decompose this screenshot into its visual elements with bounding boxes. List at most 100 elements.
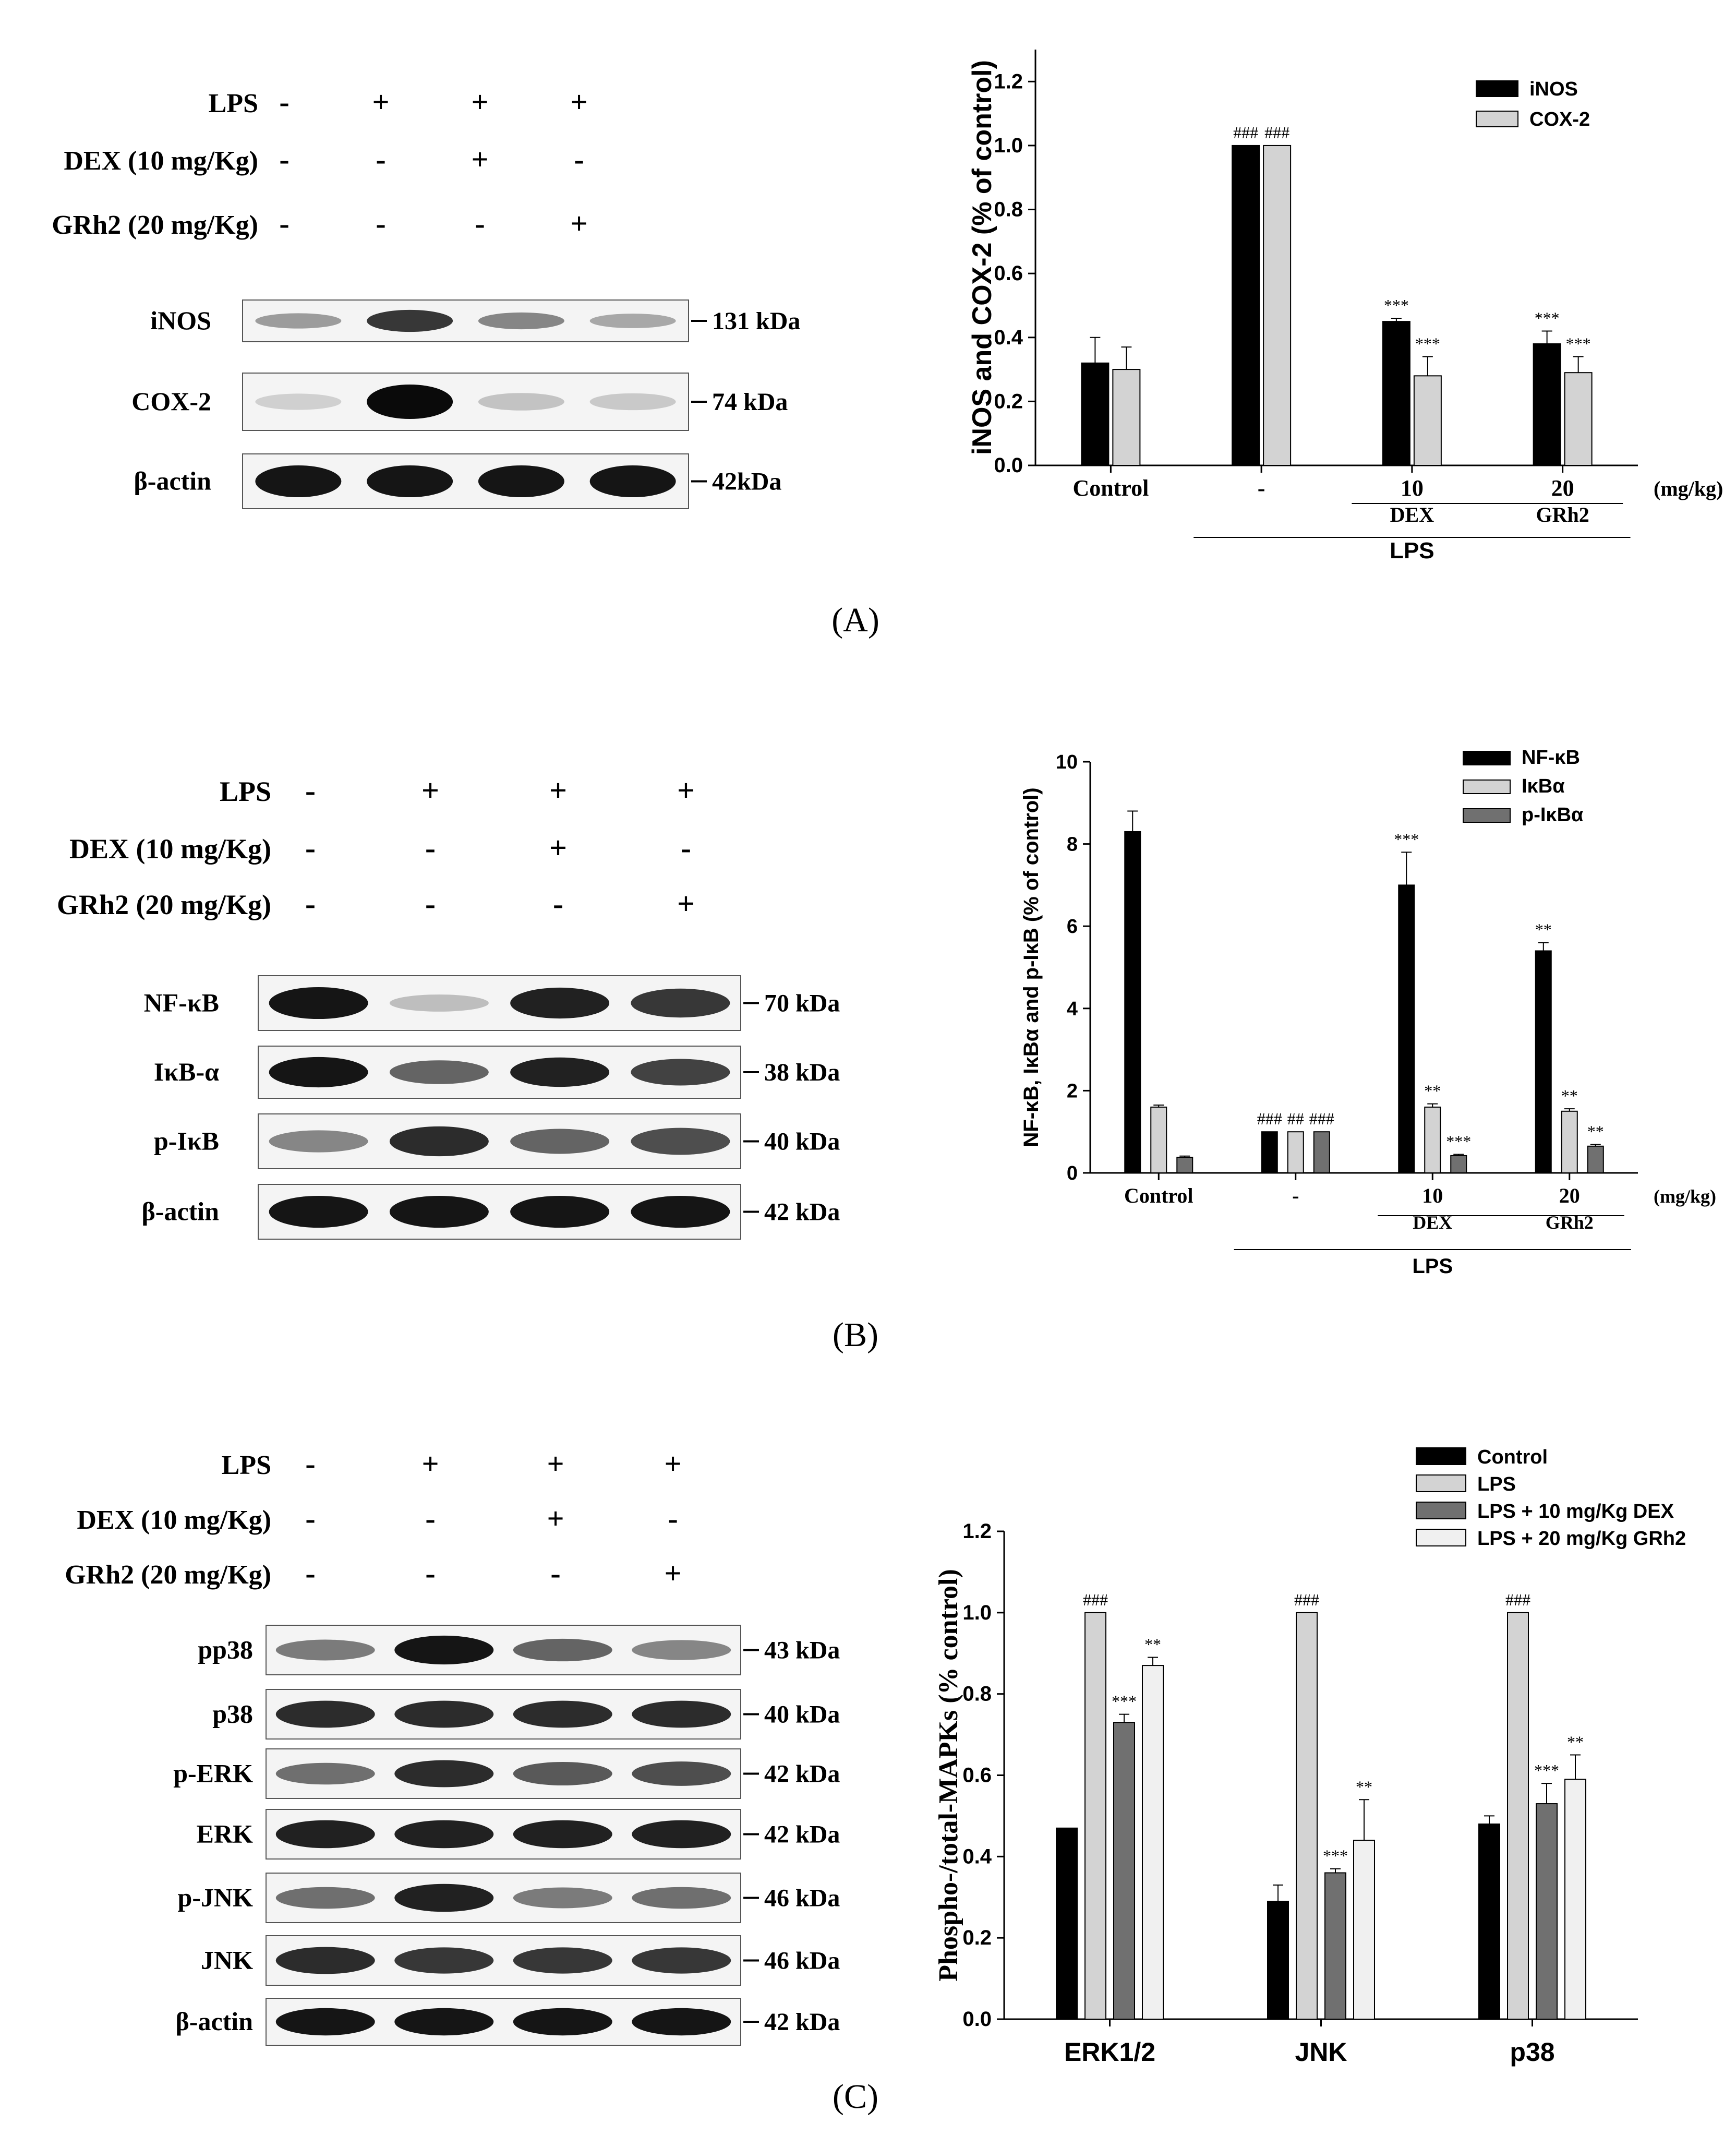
legend-swatch — [1416, 1529, 1466, 1546]
bar — [1353, 1840, 1375, 2020]
blot-band — [394, 1635, 494, 1665]
treatment-sign: - — [305, 886, 316, 921]
legend-label: LPS — [1477, 1473, 1516, 1495]
significance-mark: ** — [1144, 1635, 1161, 1654]
significance-mark: *** — [1566, 334, 1591, 353]
treatment-sign: - — [553, 886, 563, 921]
treatment-sign: - — [305, 1556, 315, 1590]
kda-label: 42 kDa — [764, 1198, 840, 1226]
blot-row: β-actin 42 kDa — [175, 1998, 840, 2046]
bar — [1261, 1131, 1278, 1173]
chart: 0 2 4 6 8 10 NF-κB, IκBα and p-IκB (% of contr… — [1020, 747, 1716, 1278]
protein-label: β-actin — [175, 2007, 253, 2036]
significance-mark: ** — [1424, 1082, 1441, 1100]
kda-label: 43 kDa — [764, 1637, 840, 1664]
treatment-label: DEX (10 mg/Kg) — [77, 1505, 271, 1535]
blot-band — [275, 1762, 375, 1785]
unit-label: (mg/kg) — [1654, 1186, 1716, 1207]
y-tick-label: 2 — [1067, 1080, 1078, 1102]
y-tick-label: 0.4 — [994, 326, 1023, 349]
blot-row: ERK 42 kDa — [197, 1809, 840, 1860]
legend-swatch — [1463, 779, 1511, 794]
blot-band — [510, 1057, 610, 1087]
legend-swatch — [1416, 1502, 1466, 1519]
bar — [1424, 1106, 1441, 1173]
blot-band — [269, 1195, 368, 1228]
bar — [1564, 1779, 1586, 2020]
bar — [1056, 1827, 1078, 2020]
treatment-sign: - — [475, 207, 485, 241]
treatment-sign: - — [550, 1556, 560, 1590]
bar — [1142, 1665, 1164, 2020]
treatment-sign: - — [425, 1502, 435, 1536]
y-tick-label: 0.0 — [994, 454, 1023, 477]
treatment-header: LPS - + + +DEX (10 mg/Kg) - - + -GRh2 (20 mg/Kg)… — [65, 1447, 681, 1590]
treatment-label: GRh2 (20 mg/Kg) — [65, 1560, 271, 1590]
bar — [1176, 1157, 1194, 1173]
kda-label: 131 kDa — [712, 307, 800, 335]
blot-row: pp38 43 kDa — [198, 1625, 840, 1675]
protein-label: pp38 — [198, 1635, 253, 1664]
bar — [1313, 1131, 1330, 1173]
blot-band — [389, 1195, 489, 1228]
significance-mark: *** — [1446, 1132, 1471, 1151]
blot-band — [394, 1820, 494, 1849]
protein-label: β-actin — [141, 1197, 219, 1226]
blot-band — [589, 393, 676, 411]
bar — [1535, 950, 1552, 1173]
treatment-label: LPS — [209, 89, 258, 118]
protein-label: p-ERK — [173, 1759, 253, 1788]
significance-mark: ### — [1264, 123, 1289, 142]
category-label: JNK — [1295, 2037, 1347, 2067]
significance-mark: ** — [1356, 1777, 1372, 1796]
blot-band — [631, 1128, 730, 1155]
y-tick-label: 0.6 — [994, 262, 1023, 285]
blot-band — [632, 1887, 731, 1909]
bar — [1296, 1612, 1318, 2020]
significance-mark: *** — [1415, 334, 1440, 353]
bar — [1324, 1872, 1346, 2020]
bar — [1564, 372, 1593, 466]
significance-mark: *** — [1534, 1761, 1559, 1780]
group-label: DEX — [1390, 503, 1434, 526]
panel-label: (B) — [833, 1316, 878, 1354]
y-tick-label: 6 — [1067, 916, 1078, 938]
legend-swatch — [1463, 751, 1511, 765]
y-tick-label: 0 — [1067, 1162, 1078, 1184]
blot-band — [269, 1057, 368, 1088]
treatment-label: DEX (10 mg/Kg) — [69, 833, 271, 865]
bar — [1124, 831, 1141, 1173]
bar — [1398, 884, 1415, 1173]
treatment-sign: + — [570, 85, 587, 119]
blot-row: p-ERK 42 kDa — [173, 1748, 840, 1799]
significance-mark: ### — [1257, 1109, 1282, 1128]
protein-label: p-JNK — [178, 1883, 254, 1912]
blot-band — [255, 313, 342, 329]
bar — [1113, 1722, 1135, 2020]
bar — [1287, 1131, 1304, 1173]
blot-band — [394, 1760, 494, 1788]
blot-band — [513, 1761, 612, 1786]
treatment-header: LPS - + + +DEX (10 mg/Kg) - - + -GRh2 (20 mg/Kg)… — [52, 85, 587, 241]
bar — [1232, 145, 1260, 466]
treatment-sign: + — [421, 1447, 439, 1481]
y-axis-label: iNOS and COX-2 (% of control) — [967, 60, 997, 455]
legend-label: NF-κB — [1522, 747, 1580, 769]
treatment-label: GRh2 (20 mg/Kg) — [52, 210, 258, 240]
category-label: ERK1/2 — [1064, 2037, 1155, 2067]
bar — [1413, 375, 1442, 466]
blot-band — [589, 314, 676, 328]
treatment-sign: - — [279, 85, 289, 119]
significance-mark: ** — [1567, 1733, 1584, 1752]
significance-mark: ## — [1287, 1109, 1304, 1128]
treatment-sign: + — [664, 1447, 681, 1481]
blot-row: β-actin 42kDa — [134, 453, 781, 509]
group-label: GRh2 — [1546, 1212, 1594, 1233]
category-label: p38 — [1510, 2037, 1554, 2067]
group-label: DEX — [1413, 1212, 1452, 1233]
blot-band — [275, 1820, 375, 1849]
protein-label: JNK — [201, 1946, 253, 1975]
bar — [1084, 1612, 1106, 2020]
